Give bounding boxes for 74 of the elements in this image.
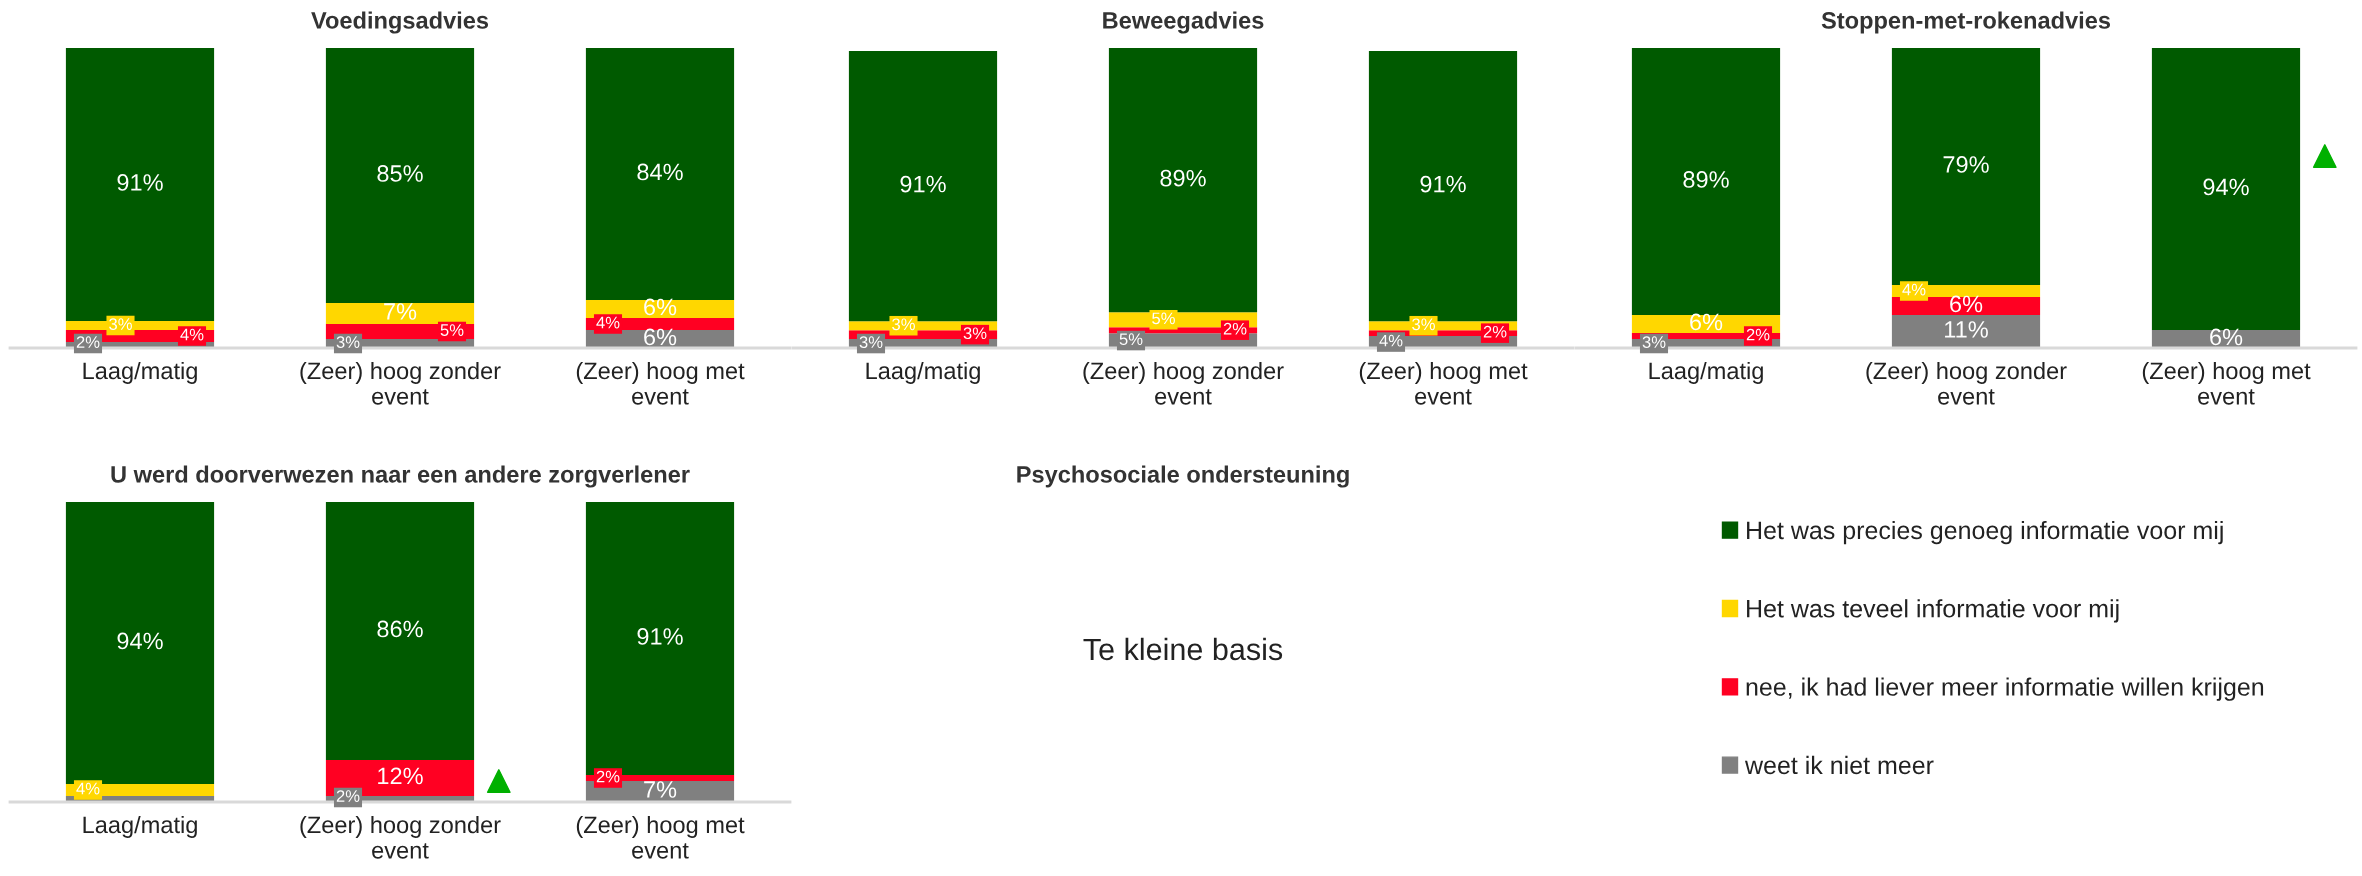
legend-label: weet ik niet meer [1744,755,1934,775]
x-tick-label: (Zeer) hoog met event [2142,361,2311,405]
data-label: 91% [1420,175,1466,193]
data-label: 3% [1642,336,1666,348]
data-label: 6% [1690,313,1723,331]
data-label: 2% [1483,325,1507,338]
x-tick-label: (Zeer) hoog zonder event [1083,361,1284,405]
x-tick-label: Laag/matig [83,815,197,838]
data-label: 3% [336,336,360,348]
data-label: 4% [596,316,620,329]
x-tick-label: (Zeer) hoog met event [576,361,745,405]
data-label: 91% [637,628,683,645]
data-label: 2% [596,770,620,783]
data-label: 91% [900,175,946,193]
data-label: 6% [2210,328,2243,346]
data-label: 89% [1683,171,1729,188]
data-label: 3% [963,327,987,340]
data-label: 5% [1119,333,1143,346]
data-label: 12% [378,767,423,785]
bar [1891,315,2041,348]
data-label: 3% [859,336,883,349]
data-label: 11% [1945,321,1988,338]
data-label: 4% [76,782,100,795]
text: Psychosociale ondersteuning [1017,465,1349,488]
data-label: 84% [637,163,683,181]
data-label: 4% [1379,334,1403,347]
data-label: 2% [1223,322,1247,335]
text: Te kleine basis [1083,637,1283,661]
data-label: 91% [117,174,163,191]
data-label: 3% [1412,318,1435,331]
bar [1631,48,1781,315]
data-label: 5% [440,324,464,336]
data-label: 5% [1152,312,1175,325]
data-label: 94% [2203,178,2249,196]
legend-label: Het was precies genoeg informatie voor mij [1747,520,2223,545]
bar [585,48,735,300]
chart-title: Beweegadvies [1103,11,1264,34]
data-label: 7% [384,303,417,320]
bar [65,502,215,784]
data-label: 79% [1943,156,1989,173]
data-label: 89% [1160,169,1206,187]
bar [1891,48,2041,285]
data-label: 86% [377,620,423,638]
data-label: 6% [1950,295,1983,313]
x-tick-label: (Zeer) hoog met event [576,815,745,859]
x-tick-label: (Zeer) hoog zonder event [300,815,501,859]
data-label: 2% [336,790,360,802]
data-label: 3% [109,318,132,330]
data-label: 2% [76,336,100,348]
legend-label: nee, ik had liever meer informatie willen krijgen [1746,677,2264,701]
legend-label: Het was teveel informatie voor mij [1747,599,2119,623]
data-label: 85% [377,165,423,182]
bar [325,303,475,324]
data-label: 3% [892,318,915,331]
chart-title: U werd doorverwezen naar een andere zorgverlener [111,465,690,488]
x-tick-label: Laag/matig [1649,361,1763,384]
data-label: 6% [644,298,677,316]
x-tick-label: Laag/matig [83,361,197,384]
bar [325,48,475,303]
data-label: 6% [644,328,677,346]
x-tick-label: (Zeer) hoog zonder event [300,361,501,405]
data-label: 4% [180,328,204,341]
x-tick-label: (Zeer) hoog met event [1359,361,1528,405]
chart-title: Stoppen-met-rokenadvies [1821,11,2111,34]
data-label: 2% [1746,328,1770,341]
x-tick-label: (Zeer) hoog zonder event [1866,361,2067,405]
data-label: 4% [1902,283,1926,296]
bar [325,502,475,760]
data-label: 94% [117,632,163,650]
chart-title: Voedingsadvies [311,11,489,34]
x-tick-label: Laag/matig [866,361,980,384]
bar [1108,48,1258,313]
data-label: 7% [644,781,677,798]
bar [2151,48,2301,330]
